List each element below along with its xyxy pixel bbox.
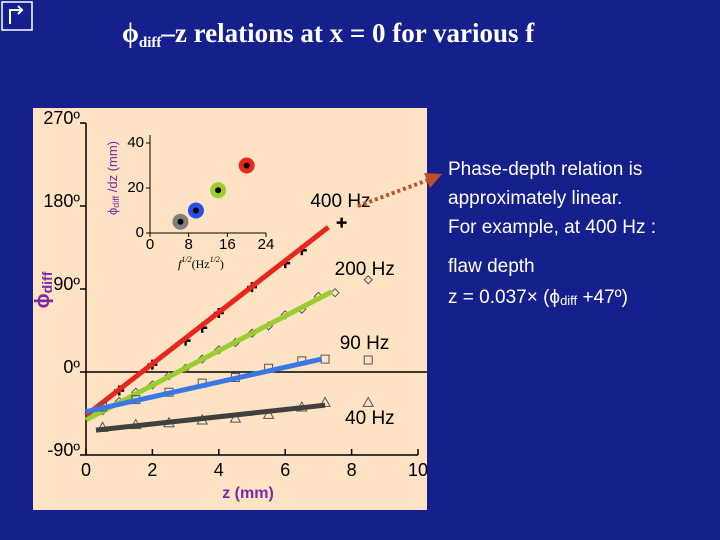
note-line: For example, at 400 Hz : [448, 217, 656, 238]
label-part: /dz (mm) [105, 141, 120, 196]
note-line: approximately linear. [448, 188, 622, 209]
slide-title: ϕdiff–z relations at x = 0 for various f [122, 18, 535, 51]
inset-y-label: ϕdiff /dz (mm) [105, 141, 121, 215]
inset-x-tick-label: 8 [184, 236, 192, 253]
inset-x-tick-label: 16 [219, 236, 236, 253]
inset-y-tick-label: 20 [127, 179, 144, 196]
y-tick-label: 90º [53, 274, 80, 294]
fit-line [85, 356, 323, 415]
label-part: ) [220, 257, 224, 271]
series-label: 400 Hz [310, 191, 370, 212]
label-part: diff [111, 195, 121, 207]
y-tick-label: 180º [43, 191, 80, 211]
series-label: 200 Hz [335, 259, 395, 280]
y-label-subscript: diff [39, 271, 55, 293]
inset-point-center [215, 187, 222, 194]
data-point [330, 287, 340, 298]
y-label-symbol: ϕ [32, 293, 54, 308]
y-tick-label: 270º [43, 108, 80, 128]
arrow [357, 178, 429, 208]
x-tick-label: 0 [81, 460, 91, 480]
inset-x-label: f1/2(Hz1/2) [178, 255, 224, 271]
series-label: 90 Hz [340, 333, 390, 354]
inset-y-tick-label: 0 [136, 224, 144, 241]
data-point [363, 275, 373, 285]
fit-line [95, 402, 326, 433]
formula-label: flaw depth [448, 256, 535, 277]
label-part: 1/2 [210, 255, 220, 264]
x-tick-label: 2 [147, 460, 157, 480]
data-point [362, 396, 375, 407]
x-tick-label: 6 [280, 460, 290, 480]
y-tick-label: -90º [47, 440, 80, 460]
x-tick-label: 4 [214, 460, 224, 480]
data-point [363, 355, 373, 365]
inset-x-tick-label: 24 [258, 236, 275, 253]
x-axis-label: z (mm) [222, 485, 274, 502]
y-axis-label: ϕdiff [32, 271, 54, 308]
inset-x-tick-label: 0 [146, 236, 154, 253]
label-part: (Hz [192, 257, 210, 271]
x-tick-label: 8 [347, 460, 357, 480]
inset-point-center [192, 207, 199, 214]
fit-line [84, 225, 330, 418]
inset-background [126, 126, 278, 250]
label-part: f [178, 257, 183, 271]
return-icon[interactable] [1, 1, 33, 31]
inset-point-center [177, 218, 184, 225]
x-tick-label: 10 [408, 460, 428, 480]
arrow-head [424, 173, 442, 188]
data-point [336, 217, 347, 228]
inset-point-center [243, 162, 250, 169]
label-part: 1/2 [181, 255, 191, 264]
fit-line [84, 289, 333, 423]
note-line: Phase-depth relation is [448, 159, 642, 180]
series-label: 40 Hz [345, 408, 395, 429]
inset-y-tick-label: 40 [127, 134, 144, 151]
formula: z = 0.037× (ϕdiff +47º) [448, 287, 628, 308]
label-part: ϕ [105, 208, 120, 215]
y-tick-label: 0º [63, 357, 80, 377]
